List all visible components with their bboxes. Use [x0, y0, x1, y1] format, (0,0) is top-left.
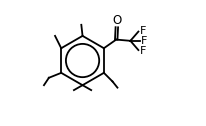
- Text: F: F: [140, 36, 147, 46]
- Text: F: F: [139, 46, 145, 56]
- Text: O: O: [112, 14, 121, 27]
- Text: F: F: [139, 26, 145, 36]
